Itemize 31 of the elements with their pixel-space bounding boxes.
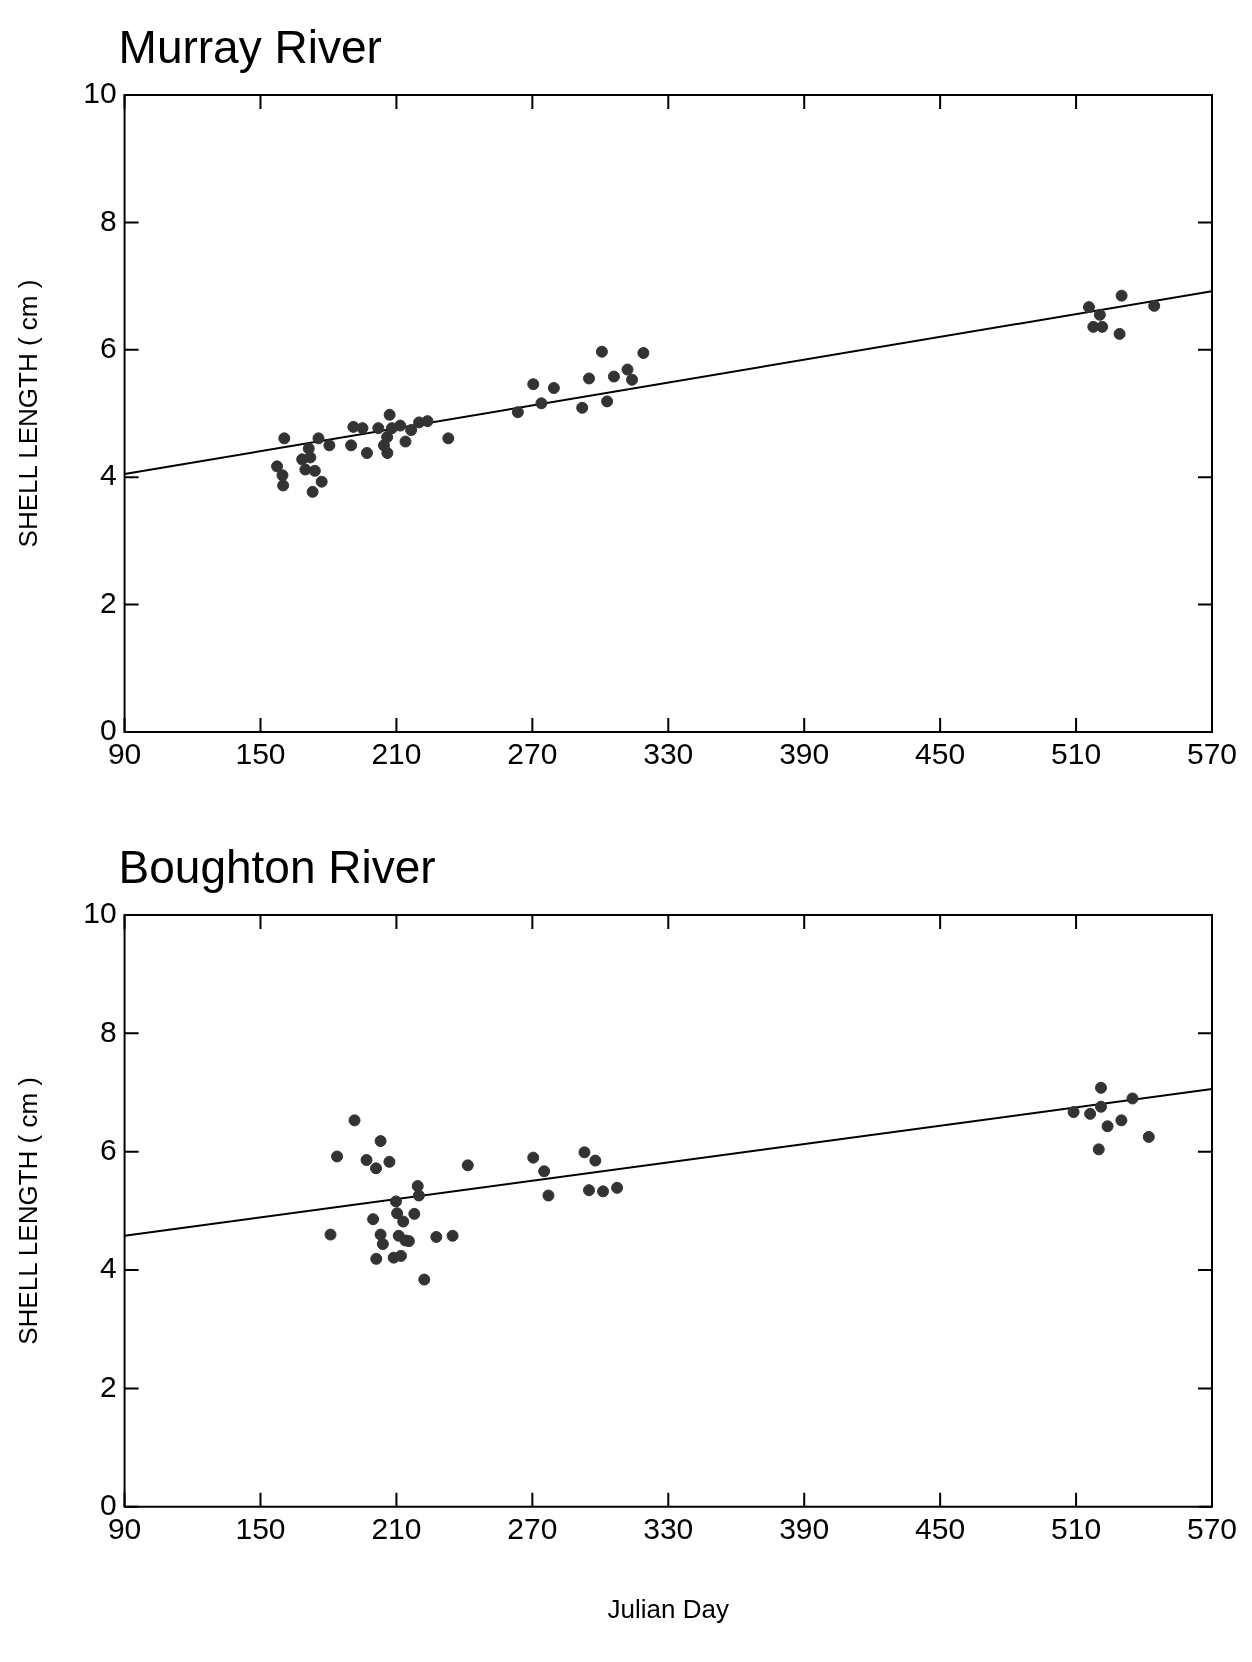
y-tick-label: 10 [83, 76, 117, 110]
x-tick-label: 150 [235, 1512, 286, 1546]
x-tick-label: 390 [779, 737, 830, 771]
x-tick-label: 510 [1051, 1512, 1102, 1546]
y-tick-label: 4 [99, 458, 117, 492]
x-tick-label: 210 [371, 1512, 422, 1546]
y-tick-label: 4 [99, 1251, 117, 1285]
y-tick-label: 8 [99, 1014, 117, 1048]
x-tick-label: 450 [915, 737, 966, 771]
x-tick-label: 270 [507, 737, 558, 771]
x-tick-label: 330 [643, 1512, 694, 1546]
y-tick-label: 2 [99, 1369, 117, 1403]
x-tick-label: 570 [1186, 1512, 1238, 1546]
y-axis-title: SHELL LENGTH ( cm ) [12, 1077, 43, 1345]
y-tick-label: 6 [99, 1132, 117, 1166]
chart-title: Murray River [118, 20, 382, 73]
x-tick-label: 210 [371, 737, 422, 771]
x-tick-label: 450 [915, 1512, 966, 1546]
x-tick-label: 510 [1051, 737, 1102, 771]
x-tick-label: 150 [235, 737, 286, 771]
x-tick-label: 390 [779, 1512, 830, 1546]
x-axis-title: Julian Day [607, 1593, 729, 1624]
y-tick-label: 6 [99, 331, 117, 365]
x-tick-label: 270 [507, 1512, 558, 1546]
y-tick-label: 8 [99, 203, 117, 237]
x-tick-label: 570 [1186, 737, 1238, 771]
y-tick-label: 10 [83, 896, 117, 930]
y-tick-label: 2 [99, 585, 117, 619]
chart-title: Boughton River [118, 840, 436, 893]
y-axis-title: SHELL LENGTH ( cm ) [12, 279, 43, 548]
x-tick-label: 330 [643, 737, 694, 771]
